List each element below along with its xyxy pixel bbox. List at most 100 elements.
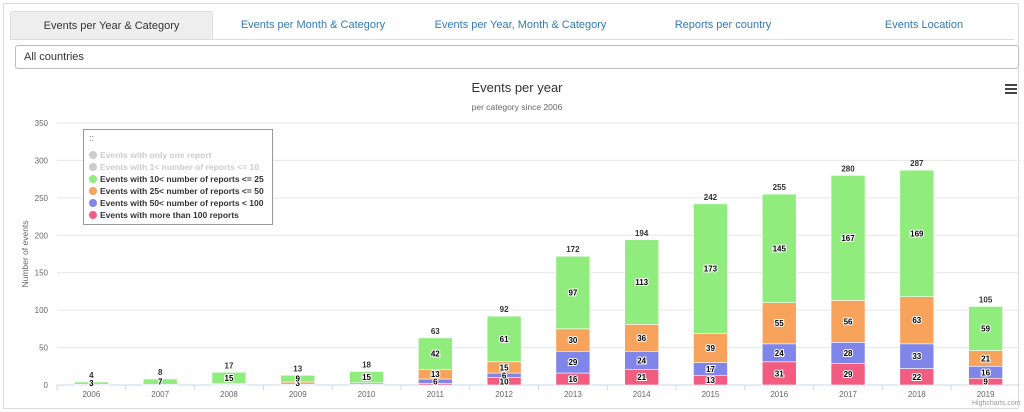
legend-item-label: Events with 10< number of reports <= 25	[100, 174, 264, 184]
legend-item-label: Events with 25< number of reports <= 50	[100, 186, 264, 196]
y-tick-label: 200	[35, 231, 49, 240]
bar-segment	[761, 193, 797, 303]
data-label: 145	[773, 244, 787, 253]
tab-events-per-year-category[interactable]: Events per Year & Category	[10, 11, 213, 39]
data-label: 6	[433, 377, 438, 386]
total-label: 63	[431, 327, 440, 336]
data-label: 167	[841, 234, 855, 243]
data-label: 29	[844, 370, 853, 379]
data-label: 42	[431, 350, 440, 359]
data-label: 28	[844, 349, 853, 358]
legend-marker-icon	[89, 151, 97, 159]
x-tick-label: 2018	[908, 390, 926, 399]
data-label: 169	[910, 229, 924, 238]
x-tick-label: 2011	[427, 390, 445, 399]
legend-item[interactable]: Events with 25< number of reports <= 50	[89, 186, 264, 196]
data-label: 63	[912, 316, 921, 325]
total-label: 172	[566, 245, 580, 254]
x-tick-label: 2015	[702, 390, 720, 399]
legend-drag-handle[interactable]: ::	[89, 133, 95, 143]
x-tick-label: 2014	[633, 390, 651, 399]
total-label: 194	[635, 229, 649, 238]
bar-segment	[761, 302, 797, 345]
legend-marker-icon	[89, 199, 97, 207]
data-label: 113	[635, 278, 648, 287]
y-tick-label: 150	[35, 269, 49, 278]
hamburger-menu-icon[interactable]	[1005, 84, 1018, 94]
legend-marker-icon	[89, 175, 97, 183]
legend-item[interactable]: Events with 1< number of reports <= 10	[89, 162, 259, 172]
bar-segment	[968, 306, 1003, 351]
bar-segment	[830, 300, 866, 343]
data-label: 9	[296, 375, 301, 384]
data-label: 56	[844, 317, 853, 326]
data-label: 3	[296, 379, 301, 388]
data-label: 33	[912, 352, 921, 361]
legend-item[interactable]: Events with more than 100 reports	[89, 210, 239, 220]
total-label: 92	[500, 305, 509, 314]
chart-credits[interactable]: Highcharts.com	[972, 400, 1021, 407]
x-tick-label: 2007	[151, 390, 169, 399]
legend-item-label: Events with more than 100 reports	[100, 210, 239, 220]
data-label: 15	[225, 374, 234, 383]
data-label: 55	[775, 319, 784, 328]
data-label: 21	[637, 373, 646, 382]
data-label: 22	[912, 373, 921, 382]
bar-segment	[624, 239, 659, 325]
tab-bar: Events per Year & Category Events per Mo…	[10, 11, 1014, 40]
bar-segment	[693, 333, 728, 363]
legend-marker-icon	[89, 163, 97, 171]
bar-segment	[349, 371, 384, 384]
legend-item[interactable]: Events with 50< number of reports < 100	[89, 198, 263, 208]
data-label: 17	[706, 365, 715, 374]
data-label: 13	[706, 376, 715, 385]
page-frame	[3, 3, 1019, 409]
x-tick-label: 2016	[770, 390, 788, 399]
total-label: 18	[362, 361, 371, 370]
data-label: 173	[704, 265, 718, 274]
data-label: 13	[431, 370, 440, 379]
bar-segment	[693, 203, 728, 334]
total-label: 17	[225, 361, 234, 370]
x-tick-label: 2010	[358, 390, 376, 399]
total-label: 280	[841, 164, 855, 173]
legend-item[interactable]: Events with 10< number of reports <= 25	[89, 174, 264, 184]
data-label: 16	[568, 375, 577, 384]
data-label: 6	[502, 371, 507, 380]
data-label: 29	[568, 358, 577, 367]
y-tick-label: 100	[35, 306, 49, 315]
x-tick-label: 2009	[289, 390, 307, 399]
tab-events-per-year-month-category[interactable]: Events per Year, Month & Category	[434, 19, 607, 31]
total-label: 13	[293, 364, 302, 373]
data-label: 9	[983, 378, 988, 387]
legend-item[interactable]: Events with only one report	[89, 150, 211, 160]
tab-events-location[interactable]: Events Location	[884, 19, 964, 31]
total-label: 8	[158, 368, 163, 377]
tab-events-per-month-category[interactable]: Events per Month & Category	[240, 19, 386, 31]
bar-segment	[899, 169, 935, 297]
data-label: 16	[981, 368, 990, 377]
x-tick-label: 2017	[839, 390, 857, 399]
y-tick-label: 300	[35, 156, 49, 165]
x-tick-label: 2008	[220, 390, 238, 399]
data-label: 24	[637, 356, 646, 365]
legend-item-label: Events with only one report	[100, 150, 212, 160]
legend-marker-icon	[89, 211, 97, 219]
y-tick-label: 250	[35, 194, 49, 203]
bar-segment	[830, 175, 866, 301]
bar-segment	[486, 315, 522, 363]
country-select[interactable]: All countries	[15, 45, 1019, 69]
total-label: 105	[979, 295, 993, 304]
data-label: 31	[775, 369, 784, 378]
data-label: 36	[637, 334, 646, 343]
bar-segment	[74, 381, 109, 385]
y-axis-label: Number of events	[20, 220, 30, 287]
bar-segment	[211, 371, 247, 384]
tab-reports-per-country[interactable]: Reports per country	[674, 19, 772, 31]
data-label: 30	[568, 336, 577, 345]
legend-item-label: Events with 50< number of reports < 100	[100, 198, 264, 208]
data-label: 10	[500, 377, 509, 386]
total-label: 242	[704, 193, 718, 202]
